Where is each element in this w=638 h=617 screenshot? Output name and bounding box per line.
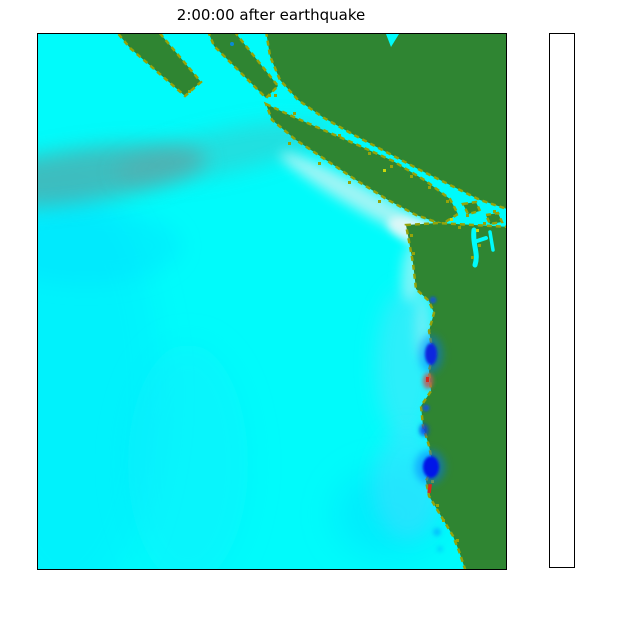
plot-area (37, 33, 507, 570)
negative-region-behind-front (38, 208, 181, 284)
drawdown-42.5N (419, 424, 429, 436)
puget-sound-channel (471, 227, 479, 268)
drawdown-41.4N-core (423, 456, 439, 478)
drawdown-40.3N (437, 546, 443, 552)
land-island-sliver (207, 34, 280, 100)
land-san-juan-island (461, 200, 482, 216)
drawdown-44.6N-core (425, 343, 437, 365)
land-san-juan-island (484, 211, 504, 226)
inland-waterways (386, 34, 495, 268)
inlet-notch (386, 34, 399, 47)
shoreline-bright-pixel (450, 218, 453, 221)
runup-44N-pixel (426, 377, 429, 382)
drawdown-46N (429, 296, 437, 304)
coastal-wave-spots (230, 42, 445, 552)
blue-dot-haida (230, 42, 234, 46)
land-mainland-bc (265, 34, 506, 210)
negative-region-mid (128, 344, 248, 569)
hood-canal (488, 230, 495, 252)
plot-title: 2:00:00 after earthquake (176, 6, 366, 24)
wavefront-arc (38, 120, 331, 209)
drawdown-40.5N (433, 528, 441, 536)
runup-40.8N-pixel (427, 483, 433, 494)
map-canvas (38, 34, 506, 569)
shoreline-bright-pixel (476, 229, 479, 232)
drawdown-43N (422, 404, 430, 412)
shoreline-bright-pixel (383, 169, 386, 172)
colorbar (549, 33, 575, 568)
land-haida-gwaii (116, 34, 203, 98)
puget-sound-branch (472, 236, 488, 244)
